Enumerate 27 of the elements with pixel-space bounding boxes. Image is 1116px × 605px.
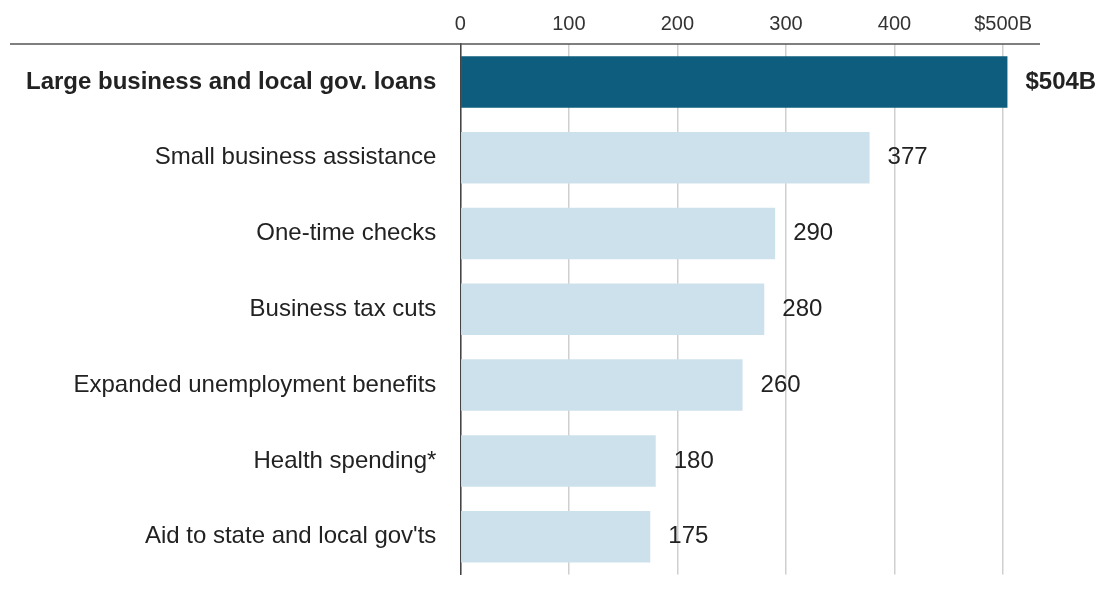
- bar: [461, 207, 776, 260]
- bar: [461, 510, 651, 563]
- y-tick-label: One-time checks: [256, 218, 437, 246]
- x-tick-label: 300: [769, 11, 803, 34]
- x-tick-label: 100: [552, 11, 586, 34]
- x-tick-label: 0: [454, 11, 466, 34]
- bar: [461, 435, 656, 487]
- x-tick-label: 200: [660, 11, 695, 34]
- y-tick-label: Business tax cuts: [249, 293, 437, 321]
- y-tick-label: Large business and local gov. loans: [25, 66, 437, 94]
- data-label: 377: [887, 142, 928, 170]
- bar: [461, 359, 743, 411]
- bar: [461, 131, 870, 184]
- data-label: 180: [673, 445, 714, 473]
- y-tick-label: Expanded unemployment benefits: [73, 369, 437, 397]
- data-label: $504B: [1025, 66, 1097, 94]
- bar: [461, 283, 765, 336]
- y-tick-label: Aid to state and local gov'ts: [144, 521, 437, 549]
- y-tick-label: Health spending*: [253, 445, 437, 473]
- data-label: 280: [782, 293, 823, 321]
- data-label: 290: [793, 218, 834, 246]
- bar: [461, 56, 1008, 108]
- data-label: 175: [668, 521, 709, 549]
- y-tick-label: Small business assistance: [154, 142, 437, 170]
- x-tick-label: $500B: [974, 11, 1033, 34]
- x-tick-label: 400: [877, 11, 912, 34]
- data-label: 260: [760, 369, 801, 397]
